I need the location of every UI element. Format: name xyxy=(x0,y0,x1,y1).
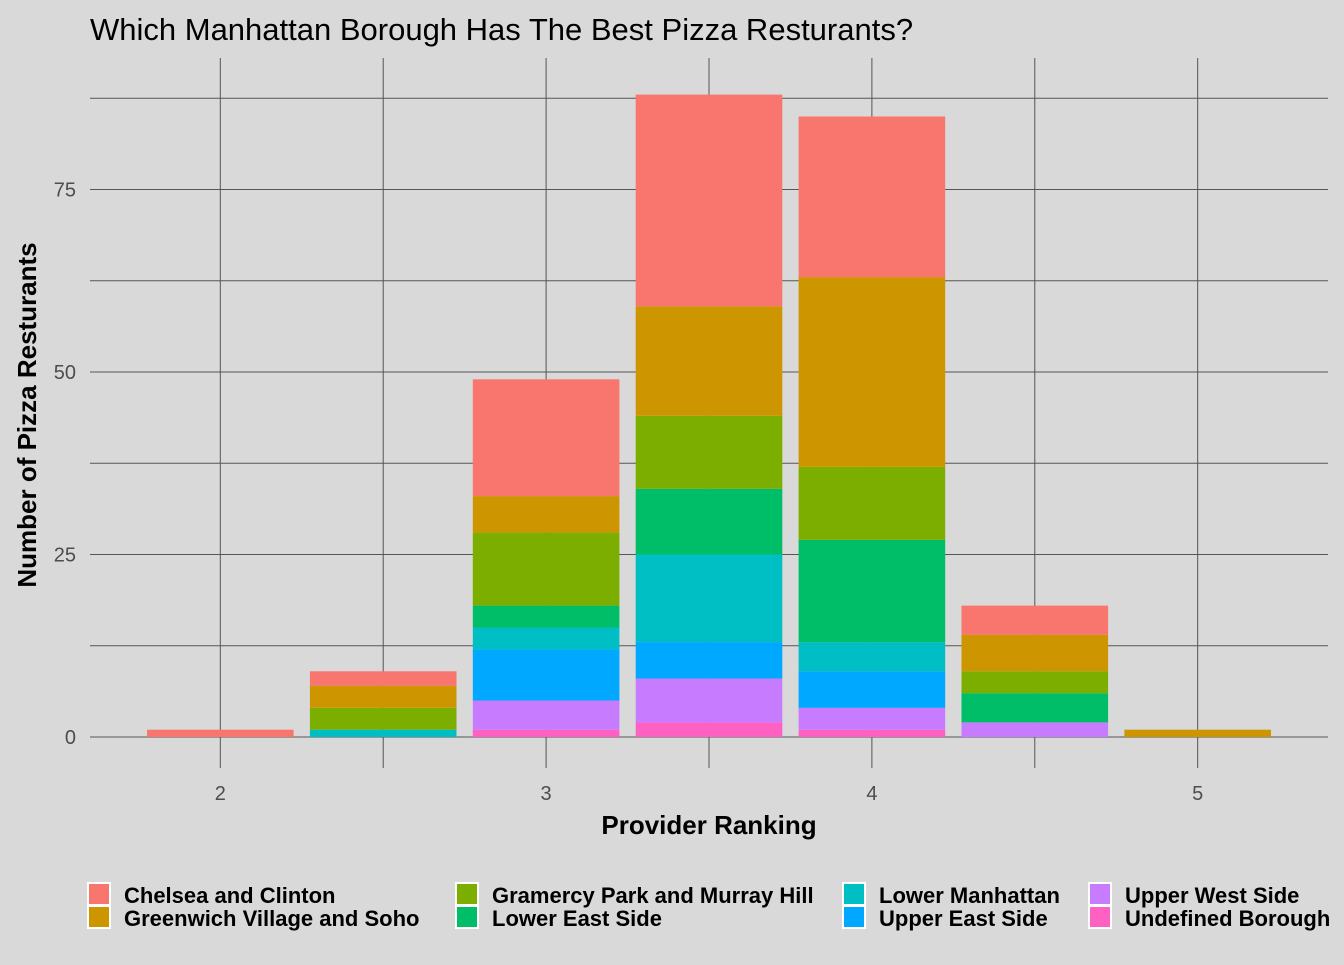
bar-segment xyxy=(798,466,946,540)
bar-segment xyxy=(309,729,457,737)
legend-swatch xyxy=(842,882,866,906)
bar-segment xyxy=(798,671,946,708)
bar-segment xyxy=(798,539,946,643)
legend-label: Gramercy Park and Murray Hill xyxy=(492,883,814,908)
legend-swatch xyxy=(455,882,479,906)
bar-segment xyxy=(798,642,946,672)
bar-segment xyxy=(961,693,1109,723)
bar-segment xyxy=(472,649,620,701)
bar-segment xyxy=(961,605,1109,635)
legend-swatch xyxy=(1088,905,1112,929)
bar-segment xyxy=(798,277,946,467)
y-tick-label: 25 xyxy=(54,545,76,567)
legend-label: Greenwich Village and Soho xyxy=(124,906,419,931)
x-tick-label: 4 xyxy=(866,783,877,805)
legend-label: Undefined Borough xyxy=(1125,906,1330,931)
bar-segment xyxy=(309,707,457,730)
legend-swatch xyxy=(87,882,111,906)
legend-label: Upper West Side xyxy=(1125,883,1299,908)
bar-segment xyxy=(635,642,783,679)
x-tick-label: 3 xyxy=(541,783,552,805)
legend-label: Upper East Side xyxy=(879,906,1048,931)
bar-segment xyxy=(635,488,783,555)
bar-segment xyxy=(961,634,1109,672)
legend-label: Lower Manhattan xyxy=(879,883,1060,908)
bar-segment xyxy=(1124,729,1271,737)
y-axis-title: Number of Pizza Resturants xyxy=(12,242,42,587)
bar-segment xyxy=(472,627,620,650)
y-tick-label: 50 xyxy=(54,362,76,384)
bar-segment xyxy=(961,722,1109,737)
bar-segment xyxy=(798,729,946,737)
legend-swatch xyxy=(842,905,866,929)
bar-segment xyxy=(472,729,620,737)
bar-segment xyxy=(635,94,783,307)
legend-swatch xyxy=(455,905,479,929)
bar-segment xyxy=(309,671,457,686)
legend-swatch xyxy=(1088,882,1112,906)
bar-segment xyxy=(472,496,620,533)
bar-segment xyxy=(798,116,946,278)
y-tick-label: 75 xyxy=(54,180,76,202)
bar-segment xyxy=(147,729,294,737)
legend-label: Chelsea and Clinton xyxy=(124,883,335,908)
legend-swatch xyxy=(87,905,111,929)
bar-segment xyxy=(472,532,620,606)
bar-segment xyxy=(472,605,620,628)
legend-label: Lower East Side xyxy=(492,906,662,931)
bar-segment xyxy=(798,707,946,730)
bar-segment xyxy=(635,306,783,416)
chart-title: Which Manhattan Borough Has The Best Piz… xyxy=(90,12,913,47)
bar-segment xyxy=(472,700,620,730)
bar-segment xyxy=(635,678,783,723)
bar-segment xyxy=(635,722,783,737)
x-tick-label: 2 xyxy=(215,783,226,805)
bar-segment xyxy=(635,554,783,643)
x-tick-label: 5 xyxy=(1192,783,1203,805)
bar-segment xyxy=(472,379,620,497)
bar-segment xyxy=(635,415,783,489)
x-axis-title: Provider Ranking xyxy=(601,810,816,840)
bar-segment xyxy=(309,685,457,708)
y-tick-label: 0 xyxy=(65,727,76,749)
bars xyxy=(147,94,1271,737)
bar-segment xyxy=(961,671,1109,694)
tick-labels: 0 25 50 75 2 3 4 5 xyxy=(54,180,1203,806)
